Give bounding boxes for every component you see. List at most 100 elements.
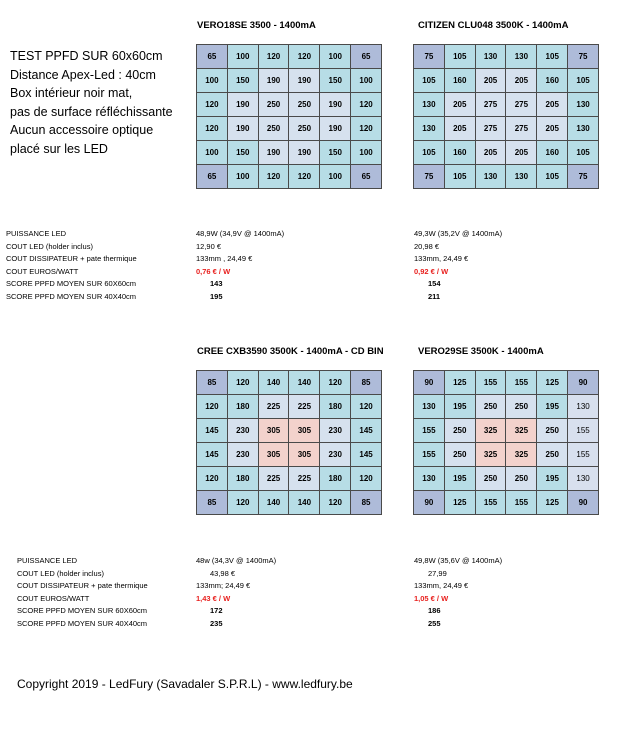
- ppfd-cell: 160: [443, 68, 476, 93]
- grid-row: 155 250 325 325 250 155: [413, 418, 599, 443]
- ppfd-cell: 305: [257, 418, 290, 443]
- ppfd-cell: 125: [536, 370, 569, 395]
- stat-label-score-40: SCORE PPFD MOYEN SUR 40X40cm: [6, 291, 137, 301]
- ppfd-cell: 145: [350, 418, 382, 443]
- stat-heatsink-cost: 133mm , 24,49 €: [196, 254, 253, 263]
- ppfd-cell: 155: [567, 442, 599, 467]
- ppfd-cell: 65: [350, 44, 382, 69]
- ppfd-cell: 325: [505, 418, 538, 443]
- ppfd-cell: 225: [257, 394, 290, 419]
- ppfd-cell: 180: [226, 466, 259, 491]
- ppfd-grid-vero29se: 90 125 155 155 125 90 130 195 250 250 195 130 155 250…: [413, 370, 599, 515]
- grid-row: 145 230 305 305 230 145: [196, 442, 382, 467]
- ppfd-cell: 150: [226, 140, 259, 165]
- intro-line: Box intérieur noir mat,: [10, 86, 133, 100]
- ppfd-cell: 120: [288, 164, 321, 189]
- ppfd-cell: 205: [505, 68, 538, 93]
- ppfd-cell: 230: [226, 442, 259, 467]
- ppfd-cell: 130: [567, 466, 599, 491]
- ppfd-cell: 250: [257, 116, 290, 141]
- ppfd-cell: 145: [196, 418, 228, 443]
- ppfd-cell: 65: [350, 164, 382, 189]
- stat-power: 48,9W (34,9V @ 1400mA): [196, 229, 285, 238]
- ppfd-grid-citizen-clu048: 75 105 130 130 105 75 105 160 205 205 160 105 130 205…: [413, 44, 599, 189]
- stat-euro-per-watt: 0,92 € / W: [414, 266, 449, 276]
- stat-values-vero29se: 49,8W (35,6V @ 1400mA) 27,99 133mm, 24,4…: [414, 555, 502, 630]
- stat-labels-bottom: PUISSANCE LED COUT LED (holder inclus) C…: [17, 555, 148, 630]
- stat-score-40: 211: [428, 291, 441, 301]
- ppfd-cell: 250: [474, 466, 507, 491]
- stat-values-citizen-clu048: 49,3W (35,2V @ 1400mA) 20,98 € 133mm, 24…: [414, 228, 502, 303]
- ppfd-cell: 130: [413, 92, 445, 117]
- ppfd-cell: 65: [196, 164, 228, 189]
- ppfd-cell: 140: [288, 370, 321, 395]
- block-title-vero18se: VERO18SE 3500 - 1400mA: [197, 20, 316, 31]
- ppfd-cell: 150: [319, 140, 352, 165]
- ppfd-cell: 100: [350, 68, 382, 93]
- ppfd-cell: 205: [536, 92, 569, 117]
- block-title-citizen-clu048: CITIZEN CLU048 3500K - 1400mA: [418, 20, 569, 31]
- ppfd-cell: 100: [226, 164, 259, 189]
- ppfd-cell: 65: [196, 44, 228, 69]
- ppfd-cell: 120: [350, 466, 382, 491]
- ppfd-cell: 120: [350, 92, 382, 117]
- ppfd-cell: 190: [257, 140, 290, 165]
- ppfd-cell: 145: [196, 442, 228, 467]
- ppfd-cell: 100: [350, 140, 382, 165]
- intro-line: placé sur les LED: [10, 141, 108, 156]
- ppfd-cell: 155: [505, 490, 538, 515]
- stat-label-heatsink-cost: COUT DISSIPATEUR + pate thermique: [6, 254, 137, 263]
- ppfd-cell: 130: [474, 164, 507, 189]
- ppfd-cell: 120: [226, 370, 259, 395]
- ppfd-cell: 90: [413, 490, 445, 515]
- ppfd-cell: 125: [443, 490, 476, 515]
- ppfd-cell: 275: [505, 92, 538, 117]
- grid-row: 120 190 250 250 190 120: [196, 116, 382, 141]
- ppfd-cell: 100: [226, 44, 259, 69]
- stat-label-score-60: SCORE PPFD MOYEN SUR 60X60cm: [17, 606, 148, 615]
- stat-euro-per-watt: 0,76 € / W: [196, 266, 231, 276]
- grid-row: 130 195 250 250 195 130: [413, 394, 599, 419]
- stat-power: 48w (34,3V @ 1400mA): [196, 556, 277, 565]
- ppfd-cell: 250: [505, 394, 538, 419]
- ppfd-cell: 230: [226, 418, 259, 443]
- block-title-cree-cxb3590: CREE CXB3590 3500K - 1400mA - CD BIN: [197, 346, 384, 357]
- ppfd-cell: 250: [536, 418, 569, 443]
- ppfd-cell: 125: [443, 370, 476, 395]
- ppfd-cell: 225: [257, 466, 290, 491]
- ppfd-cell: 130: [474, 44, 507, 69]
- ppfd-cell: 105: [536, 164, 569, 189]
- stat-score-40: 255: [428, 618, 441, 628]
- ppfd-cell: 120: [196, 116, 228, 141]
- copyright-footer: Copyright 2019 - LedFury (Savadaler S.P.…: [17, 677, 353, 691]
- ppfd-cell: 250: [443, 418, 476, 443]
- ppfd-cell: 325: [474, 418, 507, 443]
- ppfd-cell: 180: [226, 394, 259, 419]
- ppfd-cell: 85: [196, 490, 228, 515]
- stat-led-cost: 12,90 €: [196, 241, 222, 251]
- grid-row: 130 195 250 250 195 130: [413, 466, 599, 491]
- ppfd-cell: 205: [443, 116, 476, 141]
- ppfd-cell: 250: [474, 394, 507, 419]
- ppfd-cell: 85: [196, 370, 228, 395]
- stat-label-power: PUISSANCE LED: [17, 556, 78, 565]
- stat-score-60: 172: [210, 606, 223, 615]
- ppfd-cell: 205: [443, 92, 476, 117]
- ppfd-cell: 105: [443, 44, 476, 69]
- ppfd-cell: 195: [536, 466, 569, 491]
- ppfd-cell: 140: [257, 490, 290, 515]
- ppfd-cell: 105: [536, 44, 569, 69]
- stat-euro-per-watt: 1,43 € / W: [196, 593, 231, 603]
- ppfd-cell: 250: [257, 92, 290, 117]
- ppfd-cell: 130: [505, 44, 538, 69]
- ppfd-cell: 120: [288, 44, 321, 69]
- grid-row: 100 150 190 190 150 100: [196, 140, 382, 165]
- grid-row: 130 205 275 275 205 130: [413, 92, 599, 117]
- ppfd-cell: 120: [257, 44, 290, 69]
- ppfd-cell: 190: [226, 116, 259, 141]
- stat-label-heatsink-cost: COUT DISSIPATEUR + pate thermique: [17, 581, 148, 590]
- ppfd-cell: 250: [288, 92, 321, 117]
- stat-values-cree-cxb3590: 48w (34,3V @ 1400mA) 43,98 € 133mm; 24,4…: [196, 555, 276, 630]
- ppfd-cell: 150: [226, 68, 259, 93]
- stat-label-power: PUISSANCE LED: [6, 229, 67, 238]
